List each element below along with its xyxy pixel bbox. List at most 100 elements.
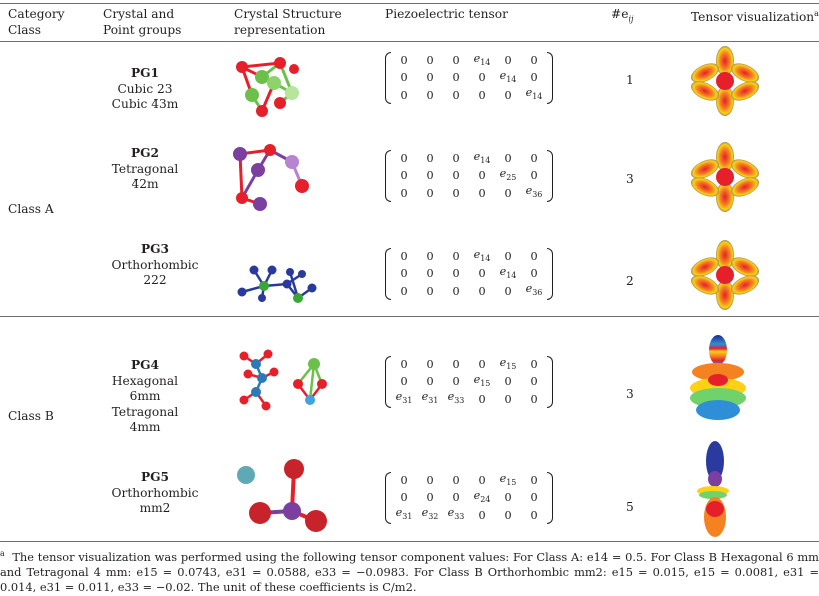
matrix-cell: 0 xyxy=(426,250,434,264)
pg1-label: PG1 Cubic 23 Cubic 4̄3m xyxy=(111,66,179,111)
matrix-cell: 0 xyxy=(452,267,460,281)
header-visualization: Tensor visualizationa xyxy=(691,9,819,25)
pg2-label: PG2 Tetragonal 4̄2m xyxy=(111,146,179,191)
crystal-structure-pg5 xyxy=(237,459,327,532)
atom xyxy=(245,88,259,102)
matrix-cell: 0 xyxy=(452,250,460,264)
matrix-cell: 0 xyxy=(452,284,460,298)
atom xyxy=(285,86,299,100)
class-divider-rule xyxy=(0,316,819,317)
atom xyxy=(239,395,249,405)
matrix-cell: 0 xyxy=(478,284,486,298)
atom xyxy=(305,510,327,532)
matrix-cell: e31 xyxy=(395,390,413,406)
matrix-cell: 0 xyxy=(452,71,460,85)
matrix-cell: 0 xyxy=(426,474,434,488)
matrix-cell: 0 xyxy=(478,71,486,85)
matrix-cell: e33 xyxy=(447,390,465,406)
matrix-pg4: 0 0 0 0 e15 0 0 0 0 e15 0 0 e31 e31 e33 0 0 0 xyxy=(385,356,553,408)
atom xyxy=(237,287,247,297)
pg3-label: PG3 Orthorhombic 222 xyxy=(111,242,199,287)
matrix-cell: 0 xyxy=(478,392,486,406)
atom xyxy=(255,70,269,84)
matrix-cell: 0 xyxy=(426,71,434,85)
matrix-cell: 0 xyxy=(530,71,538,85)
matrix-cell: 0 xyxy=(452,375,460,389)
count-pg2: 3 xyxy=(626,172,634,186)
atom xyxy=(289,64,299,74)
matrix-cell: 0 xyxy=(530,267,538,281)
atom xyxy=(293,379,303,389)
matrix-cell: 0 xyxy=(426,491,434,505)
matrix-cell: 0 xyxy=(400,474,408,488)
atom xyxy=(267,265,277,275)
atom xyxy=(295,179,309,193)
matrix-cell: 0 xyxy=(504,392,512,406)
matrix-cell: 0 xyxy=(504,375,512,389)
atom xyxy=(258,294,266,302)
tensor-visualization-pg2 xyxy=(690,142,760,212)
atom xyxy=(249,502,271,524)
atom xyxy=(283,502,301,520)
footnote: a The tensor visualization was performed… xyxy=(0,549,819,594)
matrix-cell: 0 xyxy=(426,169,434,183)
matrix-cell: e14 xyxy=(473,248,491,264)
matrix-pg3: 0 0 0 e14 0 0 0 0 0 0 e14 0 0 0 0 0 0 e36 xyxy=(385,248,553,300)
matrix-cell: 0 xyxy=(504,508,512,522)
crystal-structure-pg3 xyxy=(237,265,317,303)
matrix-cell: 0 xyxy=(400,54,408,68)
matrix-cell: 0 xyxy=(530,250,538,264)
atom xyxy=(282,279,292,289)
tensor-visualization-pg1 xyxy=(690,46,760,116)
matrix-cell: 0 xyxy=(530,392,538,406)
header-count: #eij xyxy=(611,7,634,24)
atom xyxy=(257,373,267,383)
atom xyxy=(233,147,247,161)
atom xyxy=(308,358,320,370)
matrix-cell: e36 xyxy=(525,282,543,298)
matrix-cell: 0 xyxy=(400,358,408,372)
atom xyxy=(253,197,267,211)
atom xyxy=(274,57,286,69)
matrix-cell: 0 xyxy=(504,250,512,264)
matrix-pg5: 0 0 0 0 e15 0 0 0 0 e24 0 0 e31 e32 e33 0 0 0 xyxy=(385,472,553,524)
atom xyxy=(305,395,315,405)
atom xyxy=(251,387,261,397)
atom xyxy=(249,265,259,275)
matrix-cell: 0 xyxy=(426,284,434,298)
pg4-label: PG4 Hexagonal 6mm Tetragonal 4mm xyxy=(111,358,179,434)
matrix-cell: 0 xyxy=(400,284,408,298)
atom xyxy=(261,401,271,411)
count-pg3: 2 xyxy=(626,274,634,288)
tensor-visualization-pg4 xyxy=(690,335,746,420)
header-rule xyxy=(0,41,819,42)
matrix-cell: 0 xyxy=(426,358,434,372)
matrix-cell: 0 xyxy=(530,491,538,505)
atom xyxy=(298,270,306,278)
matrix-cell: 0 xyxy=(478,169,486,183)
matrix-cell: 0 xyxy=(426,375,434,389)
matrix-cell: e14 xyxy=(525,86,543,102)
atom xyxy=(243,369,253,379)
atom xyxy=(267,76,281,90)
matrix-cell: 0 xyxy=(452,152,460,166)
atom xyxy=(264,144,276,156)
matrix-cell: 0 xyxy=(530,169,538,183)
matrix-cell: 0 xyxy=(504,284,512,298)
matrix-cell: 0 xyxy=(426,186,434,200)
top-rule xyxy=(0,3,819,4)
matrix-cell: 0 xyxy=(452,474,460,488)
matrix-cell: 0 xyxy=(426,152,434,166)
matrix-cell: 0 xyxy=(400,250,408,264)
matrix-cell: 0 xyxy=(452,358,460,372)
matrix-cell: e33 xyxy=(447,506,465,522)
matrix-cell: 0 xyxy=(504,491,512,505)
atom xyxy=(237,466,255,484)
matrix-cell: 0 xyxy=(400,491,408,505)
matrix-cell: 0 xyxy=(400,71,408,85)
matrix-cell: 0 xyxy=(426,88,434,102)
atom xyxy=(274,97,286,109)
matrix-cell: 0 xyxy=(530,375,538,389)
atom xyxy=(293,293,303,303)
matrix-cell: 0 xyxy=(452,88,460,102)
